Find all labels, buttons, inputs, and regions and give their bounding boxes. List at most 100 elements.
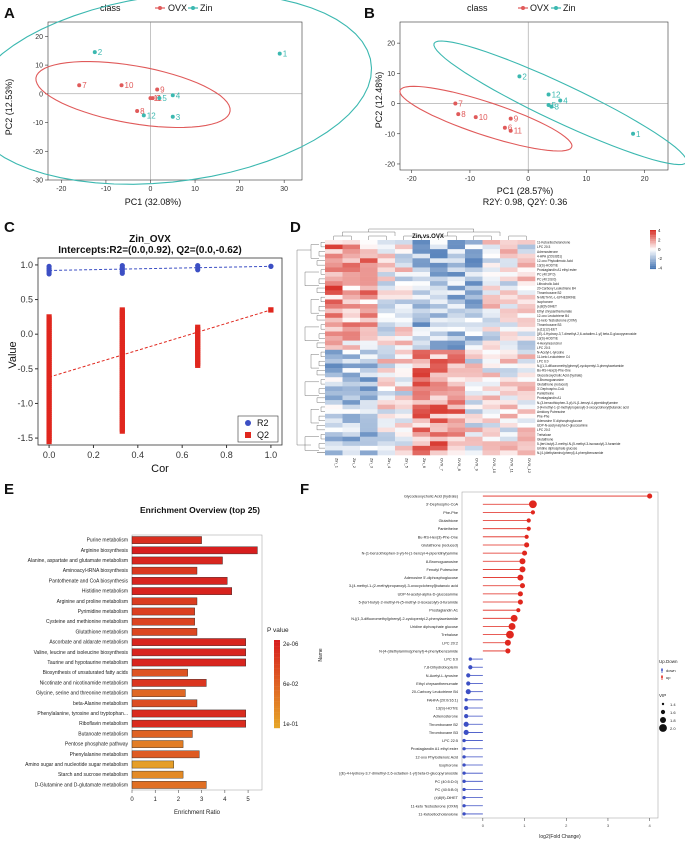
panel-e-legend-segment (274, 721, 280, 724)
panel-c-legend-q2: Q2 (257, 430, 269, 440)
heatmap-cell (447, 450, 466, 456)
panel-c-point-q2 (195, 324, 201, 330)
heatmap-cell (465, 363, 483, 369)
chart-layer: -20-10010203020100-10-20-307109118612451… (0, 0, 685, 840)
heatmap-cell (377, 381, 396, 387)
heatmap-cell (500, 404, 518, 410)
heatmap-cell (430, 441, 448, 447)
panel-b-point (508, 128, 513, 133)
heatmap-cell (412, 390, 431, 396)
panel-d-letter: D (290, 219, 301, 236)
panel-b-xtick-label: -10 (465, 176, 475, 183)
panel-b-ytick-label: 0 (391, 101, 395, 108)
heatmap-cell (447, 244, 466, 250)
heatmap-cell (430, 368, 448, 373)
heatmap-cell (325, 281, 343, 287)
heatmap-cell (500, 450, 518, 456)
enrichment-bar-label: Aminoacyl-tRNA biosynthesis (63, 568, 129, 574)
heatmap-scale-segment (650, 259, 656, 262)
panel-e-legend-title: P value (267, 627, 289, 634)
heatmap-cell (342, 358, 361, 364)
heatmap-cell (517, 436, 536, 442)
lollipop-label: 11-keto Testosterone (OXM) (411, 804, 459, 808)
heatmap-cell (447, 253, 466, 259)
lollipop-label: 7,8-Dihydrobiopterin (424, 666, 458, 670)
heatmap-cell (360, 294, 378, 300)
heatmap-scale-segment (650, 246, 656, 249)
heatmap-row-label: LPC 20:3 (537, 346, 551, 350)
heatmap-cell (325, 267, 343, 273)
heatmap-cell (430, 409, 448, 415)
heatmap-row-label: Amidoxy Putrescine (537, 410, 565, 414)
lollipop-label: Prostaglandin A1 (429, 609, 458, 613)
panel-b-point (502, 125, 507, 130)
heatmap-cell (377, 253, 396, 259)
heatmap-cell (482, 422, 501, 428)
panel-c-ytick-label: -1.0 (17, 398, 33, 408)
heatmap-cell (325, 262, 343, 268)
legend-dot (521, 6, 525, 10)
heatmap-cell (395, 381, 413, 387)
panel-a-xtick-label: 10 (191, 186, 199, 193)
heatmap-cell (447, 326, 466, 332)
heatmap-cell (360, 326, 378, 332)
heatmap-col-label: OVX_11 (509, 458, 514, 474)
panel-b-point-label: 5 (552, 101, 557, 110)
heatmap-row-label: Prostaglandin A1 ethyl ester (537, 268, 578, 272)
enrichment-bar (131, 648, 247, 657)
enrichment-bar (131, 668, 188, 677)
lollipop-point (519, 583, 526, 589)
panel-f-legend-vip-dot (661, 702, 665, 706)
heatmap-cell (395, 253, 413, 259)
panel-b-xtick-label: 0 (526, 176, 530, 183)
heatmap-cell (412, 326, 431, 332)
enrichment-bar (131, 638, 247, 646)
heatmap-scale-segment (650, 248, 656, 250)
enrichment-bar-label: Glutathione metabolism (75, 629, 128, 635)
heatmap-col-label: Zin_3 (369, 458, 374, 469)
heatmap-cell (447, 317, 466, 323)
lollipop-point (526, 526, 531, 531)
heatmap-cell (360, 253, 378, 259)
lollipop-label: Fenofyl Putrescine (427, 568, 458, 572)
enrichment-bar-label: D-Glutamine and D-glutamate metabolism (35, 782, 128, 788)
heatmap-scale-segment (650, 232, 656, 234)
heatmap-cell (342, 267, 361, 273)
heatmap-cell (482, 368, 501, 373)
panel-b-point (456, 112, 461, 117)
panel-c-title: Zin_OVX (129, 234, 171, 245)
heatmap-cell (447, 427, 466, 433)
heatmap-cell (517, 281, 536, 287)
enrichment-bar (131, 699, 198, 708)
heatmap-cell (342, 400, 361, 405)
heatmap-row-label: 3-[4-methyl-1-(2-methylpropanoyl)-3-oxoc… (537, 405, 629, 409)
heatmap-cell (500, 294, 518, 300)
heatmap-cell (430, 322, 448, 328)
panel-c-point-r2 (119, 263, 125, 269)
heatmap-cell (517, 345, 536, 351)
heatmap-cell (482, 345, 501, 351)
heatmap-cell (500, 290, 518, 296)
panel-e-legend-segment (274, 710, 280, 713)
heatmap-row-label: Lithocholic Acid (537, 282, 559, 286)
heatmap-cell (377, 409, 396, 415)
heatmap-cell (465, 299, 483, 305)
heatmap-cell (500, 358, 518, 364)
heatmap-cell (360, 322, 378, 328)
heatmap-cell (482, 340, 501, 346)
lollipop-label: (±)8(9)-DiHET (434, 796, 458, 800)
heatmap-cell (342, 340, 361, 346)
panel-b-ylabel: PC2 (12.48%) (374, 72, 384, 129)
heatmap-cell (395, 377, 413, 383)
heatmap-cell (430, 377, 448, 383)
heatmap-cell (517, 294, 536, 300)
heatmap-col-label: OVX_7 (439, 458, 444, 472)
heatmap-cell (360, 381, 378, 387)
heatmap-cell (325, 244, 343, 250)
heatmap-cell (500, 276, 518, 282)
heatmap-row-label: Phe-Phe (537, 414, 550, 418)
heatmap-cell (325, 276, 343, 282)
heatmap-cell (430, 422, 448, 428)
lollipop-label: Glutathione (reduced) (421, 543, 458, 547)
heatmap-cell (465, 267, 483, 273)
